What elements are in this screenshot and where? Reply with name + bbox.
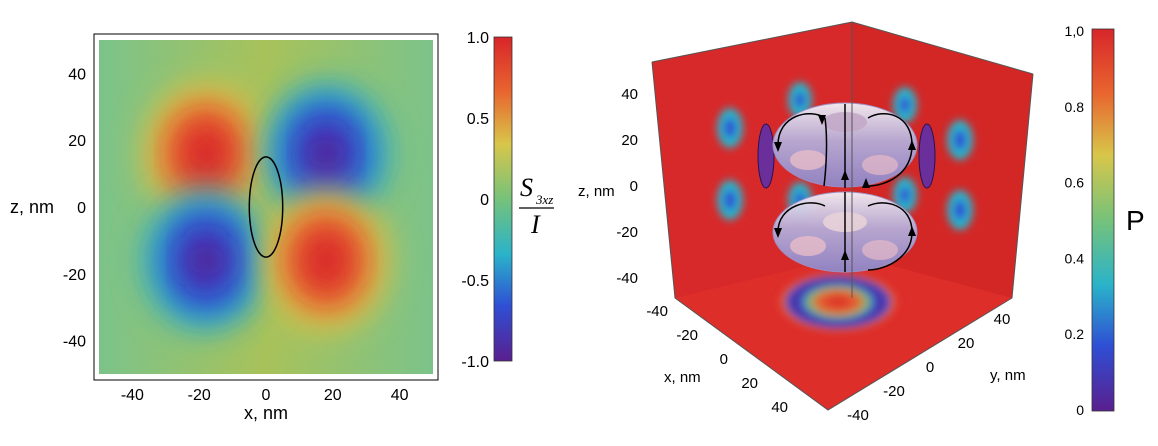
left-wall-particle-projection bbox=[757, 123, 775, 189]
left-plot-background bbox=[99, 40, 433, 374]
right-z-tick: 20 bbox=[621, 132, 638, 149]
left-x-tick: -40 bbox=[121, 387, 144, 404]
right-y-tick: -40 bbox=[847, 407, 869, 424]
left-colorbar-tick: -0.5 bbox=[461, 273, 489, 290]
left-x-tick: 40 bbox=[391, 387, 409, 404]
left-colorbar: 1.0 0.5 0 -0.5 -1.0 S 3xz I bbox=[461, 30, 554, 371]
left-y-tick: 20 bbox=[68, 133, 86, 150]
right-y-tick: 20 bbox=[958, 335, 975, 352]
field-arrows bbox=[774, 115, 916, 260]
left-plot-frame bbox=[93, 33, 439, 381]
right-3d-plot: 40 20 0 -20 -40 -40 -20 0 20 40 -40 -20 0 20 40 z, n… bbox=[578, 21, 1034, 424]
right-colorbar: 1,0 0.8 0.6 0.4 0.2 0 P bbox=[1065, 23, 1145, 418]
left-heatmap-plot: -40 -20 0 20 40 40 20 0 -20 -40 x, nm z, nm bbox=[10, 33, 439, 423]
left-colorbar-tick: 0.5 bbox=[467, 111, 489, 128]
left-blob-2 bbox=[143, 190, 268, 331]
right-x-tick: 20 bbox=[741, 375, 758, 392]
right-z-tick: -40 bbox=[616, 270, 638, 287]
right-y-tick: 0 bbox=[926, 359, 934, 376]
right-z-tick: -20 bbox=[616, 224, 638, 241]
right-z-ticks: 40 20 0 -20 -40 bbox=[616, 86, 638, 287]
right-z-tick: 0 bbox=[630, 178, 638, 195]
right-x-ticks: -40 -20 0 20 40 bbox=[646, 303, 788, 416]
right-x-tick: 40 bbox=[771, 399, 788, 416]
right-colorbar-tick: 0.4 bbox=[1065, 250, 1085, 266]
left-colorbar-tick: 1.0 bbox=[467, 30, 489, 47]
left-x-tick: -20 bbox=[188, 387, 211, 404]
right-colorbar-ticks: 1,0 0.8 0.6 0.4 0.2 0 bbox=[1065, 23, 1085, 418]
right-x-tick: -20 bbox=[676, 327, 698, 344]
right-colorbar-gradient bbox=[1091, 28, 1115, 412]
left-blob-1 bbox=[264, 83, 389, 224]
right-y-ticks: -40 -20 0 20 40 bbox=[847, 311, 1010, 424]
left-blob-0 bbox=[143, 83, 268, 224]
right-z-axis-label: z, nm bbox=[578, 183, 615, 200]
right-wall-particle-projection bbox=[918, 123, 936, 189]
left-colorbar-label: S 3xz I bbox=[519, 173, 554, 239]
svg-text:S: S bbox=[520, 173, 533, 202]
right-colorbar-label: P bbox=[1126, 205, 1145, 236]
nanoparticle-outline bbox=[248, 156, 284, 258]
right-x-tick: 0 bbox=[720, 351, 728, 368]
left-y-tick: -40 bbox=[63, 334, 86, 351]
left-blob-3 bbox=[264, 190, 389, 331]
right-colorbar-tick: 1,0 bbox=[1065, 23, 1085, 39]
right-colorbar-tick: 0 bbox=[1076, 402, 1084, 418]
left-colorbar-ticks: 1.0 0.5 0 -0.5 -1.0 bbox=[461, 30, 489, 371]
right-y-tick: 40 bbox=[994, 311, 1011, 328]
box-edges bbox=[651, 21, 1034, 411]
svg-text:3xz: 3xz bbox=[535, 192, 553, 207]
right-y-axis-label: y, nm bbox=[990, 367, 1026, 384]
right-colorbar-tick: 0.6 bbox=[1065, 175, 1085, 191]
right-colorbar-tick: 0.8 bbox=[1065, 99, 1085, 115]
left-colorbar-tick: 0 bbox=[480, 192, 489, 209]
right-z-tick: 40 bbox=[621, 86, 638, 103]
left-y-ticks: 40 20 0 -20 -40 bbox=[63, 66, 86, 350]
left-y-tick: 0 bbox=[77, 200, 86, 217]
left-blobs bbox=[143, 83, 389, 331]
field-lines bbox=[777, 104, 913, 272]
right-x-axis-label: x, nm bbox=[664, 369, 701, 386]
right-y-tick: -20 bbox=[883, 383, 905, 400]
left-x-tick: 0 bbox=[262, 387, 271, 404]
left-wall-spots bbox=[717, 82, 973, 230]
floor bbox=[675, 255, 1012, 410]
left-colorbar-gradient bbox=[493, 36, 513, 362]
right-x-tick: -40 bbox=[646, 303, 668, 320]
left-x-tick: 20 bbox=[324, 387, 342, 404]
left-y-tick: 40 bbox=[68, 66, 86, 83]
floor-ring bbox=[778, 272, 898, 332]
right-colorbar-tick: 0.2 bbox=[1065, 326, 1085, 342]
left-x-axis-label: x, nm bbox=[244, 403, 288, 423]
svg-text:I: I bbox=[530, 210, 541, 239]
left-y-axis-label: z, nm bbox=[10, 197, 54, 217]
left-colorbar-tick: -1.0 bbox=[461, 354, 489, 371]
left-x-ticks: -40 -20 0 20 40 bbox=[121, 387, 409, 404]
left-y-tick: -20 bbox=[63, 267, 86, 284]
